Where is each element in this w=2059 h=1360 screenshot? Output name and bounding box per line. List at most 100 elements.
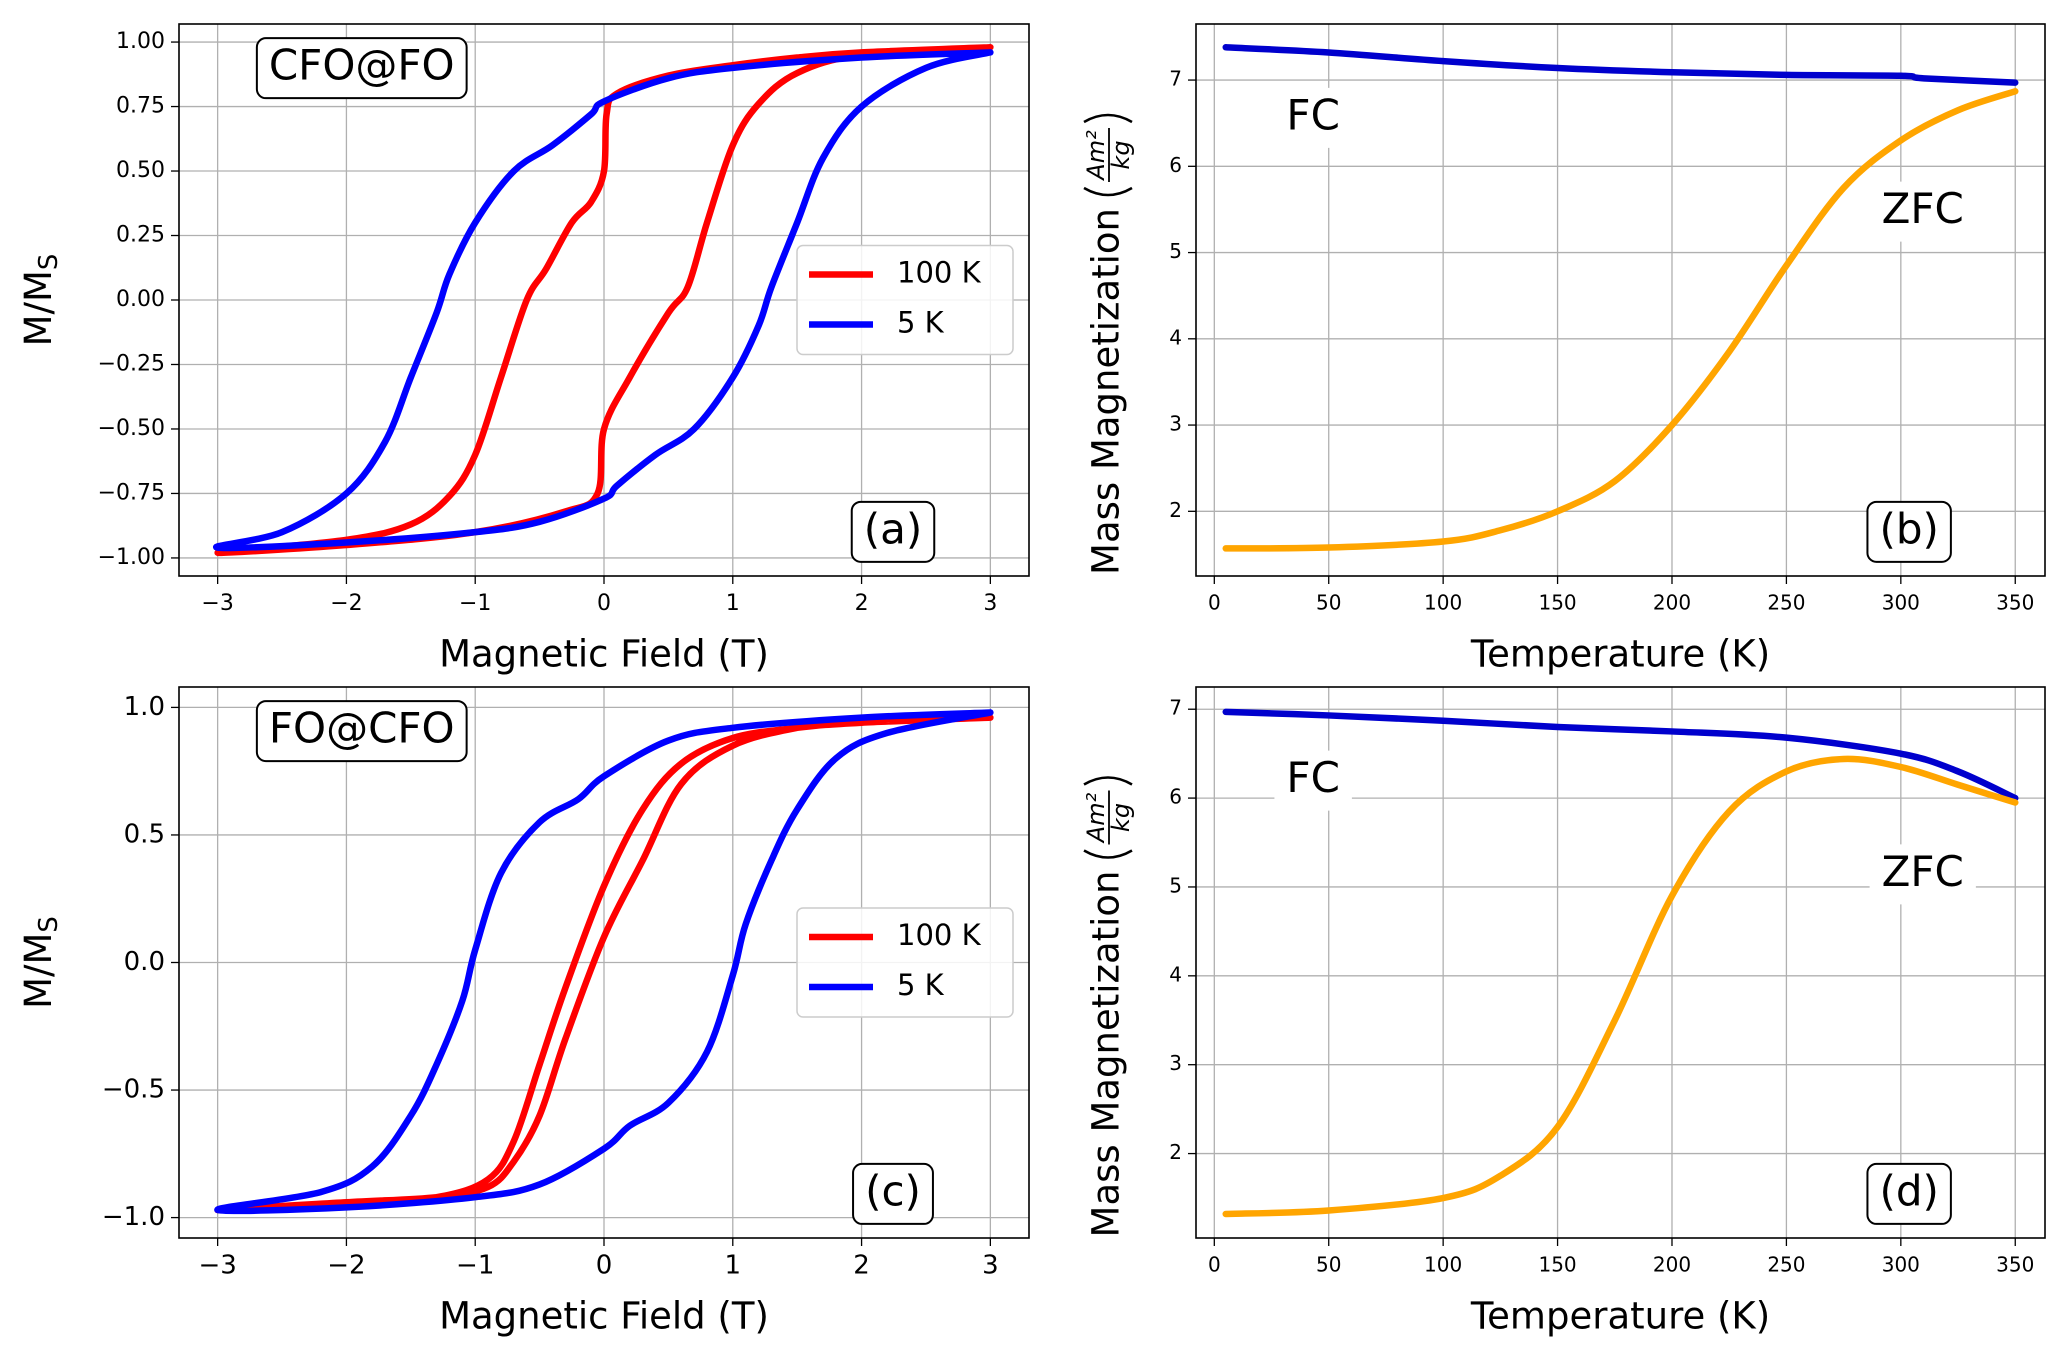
y-axis-label-main: M/M (17, 933, 60, 1009)
x-axis-label: Magnetic Field (T) (439, 633, 769, 676)
x-tick-label: 0 (1208, 591, 1221, 615)
annotation: (b) (1879, 504, 1938, 553)
x-tick-label: 1 (726, 591, 740, 616)
data-line (1222, 88, 2019, 552)
x-tick-label: 2 (855, 591, 869, 616)
y-tick-label: 7 (1169, 67, 1182, 91)
y-tick-label: −0.75 (98, 480, 165, 505)
y-tick-label: 5 (1169, 239, 1182, 263)
x-tick-label: 3 (982, 1251, 999, 1281)
y-tick-label: 6 (1169, 785, 1182, 809)
y-tick-label: 7 (1169, 696, 1182, 720)
x-tick-label: −1 (459, 591, 491, 616)
x-tick-label: 2 (853, 1251, 870, 1281)
annotation-box (850, 500, 936, 563)
axes-frame (1195, 686, 2046, 1239)
annotation-box (1866, 1162, 1952, 1225)
x-tick-label: 350 (1996, 1253, 2034, 1277)
y-axis-label-main: M/M (17, 270, 60, 346)
y-tick-label: −0.5 (102, 1075, 165, 1105)
annotation-box (255, 37, 468, 100)
annotation-box (255, 700, 468, 763)
y-tick-label: 0.5 (124, 819, 165, 849)
x-tick-label: 150 (1538, 591, 1576, 615)
x-tick-label: 100 (1424, 1253, 1462, 1277)
y-tick-label: 0.25 (116, 223, 165, 248)
y-tick-label: 4 (1169, 325, 1182, 349)
x-tick-label: −3 (201, 591, 233, 616)
x-tick-label: 150 (1538, 1253, 1576, 1277)
annotation: FC (1286, 90, 1339, 139)
annotation: CFO@FO (269, 41, 455, 90)
x-tick-label: 50 (1316, 591, 1341, 615)
x-tick-label: 300 (1882, 591, 1920, 615)
x-tick-label: −1 (456, 1251, 494, 1281)
x-tick-label: 250 (1767, 591, 1805, 615)
x-tick-label: 100 (1424, 591, 1462, 615)
y-tick-label: −1.00 (98, 545, 165, 570)
x-tick-label: 3 (983, 591, 997, 616)
y-tick-label: 1.0 (124, 692, 165, 722)
y-tick-label: −1.0 (102, 1202, 165, 1232)
paren (1083, 776, 1133, 786)
axes-frame (178, 686, 1030, 1239)
x-tick-label: 0 (597, 591, 611, 616)
axes-frame (178, 23, 1030, 577)
data-line (1222, 755, 2019, 1218)
x-tick-label: 1 (725, 1251, 742, 1281)
unit-numerator: Am² (1082, 130, 1110, 182)
x-axis-label: Temperature (K) (1470, 1295, 1770, 1338)
y-axis-label-text: M/MS (17, 254, 64, 347)
y-tick-label: 5 (1169, 873, 1182, 897)
annotation-box (1274, 750, 1352, 811)
x-tick-label: 0 (596, 1251, 613, 1281)
annotation: FC (1286, 753, 1339, 802)
data-line (213, 49, 994, 552)
y-axis-label: M/MS (17, 916, 64, 1009)
x-tick-label: 50 (1316, 1253, 1341, 1277)
y-tick-label: 2 (1169, 498, 1182, 522)
y-axis-label-sub: S (34, 916, 64, 933)
legend-label: 5 K (897, 968, 945, 1002)
annotation-box (1274, 87, 1352, 148)
y-axis-label-text: Mass Magnetization (1085, 871, 1128, 1238)
y-axis-label-text: Mass Magnetization (1085, 208, 1128, 575)
data-line (1222, 44, 2019, 86)
unit-denominator: kg (1107, 140, 1135, 169)
annotation: ZFC (1882, 847, 1964, 896)
x-tick-label: 200 (1653, 1253, 1691, 1277)
y-axis-label-sub: S (34, 254, 64, 271)
y-axis-label: M/MS (17, 254, 64, 347)
annotation: FO@CFO (269, 704, 455, 753)
x-tick-label: 350 (1996, 591, 2034, 615)
paren (1083, 113, 1133, 124)
y-tick-label: 0.00 (116, 287, 165, 312)
unit-denominator: kg (1107, 803, 1135, 832)
data-line (214, 709, 994, 1215)
legend-label: 5 K (897, 306, 945, 340)
legend-label: 100 K (897, 918, 982, 952)
annotation: (c) (865, 1166, 921, 1215)
annotation-box (1869, 844, 1976, 905)
annotation: ZFC (1882, 184, 1964, 233)
unit-numerator: Am² (1082, 792, 1110, 844)
y-tick-label: 2 (1169, 1140, 1182, 1164)
y-tick-label: −0.25 (98, 351, 165, 376)
y-tick-label: 0.0 (124, 947, 165, 977)
y-tick-label: 3 (1169, 1051, 1182, 1075)
x-tick-label: 250 (1767, 1253, 1805, 1277)
x-tick-label: 200 (1653, 591, 1691, 615)
y-tick-label: 6 (1169, 153, 1182, 177)
x-tick-label: −2 (327, 1251, 365, 1281)
annotation-box (1869, 181, 1976, 242)
y-tick-label: 3 (1169, 412, 1182, 436)
y-tick-label: 4 (1169, 962, 1182, 986)
y-tick-label: 1.00 (116, 29, 165, 54)
x-tick-label: 300 (1882, 1253, 1920, 1277)
y-tick-label: 0.75 (116, 94, 165, 119)
paren (1083, 186, 1133, 197)
x-tick-label: −2 (330, 591, 362, 616)
